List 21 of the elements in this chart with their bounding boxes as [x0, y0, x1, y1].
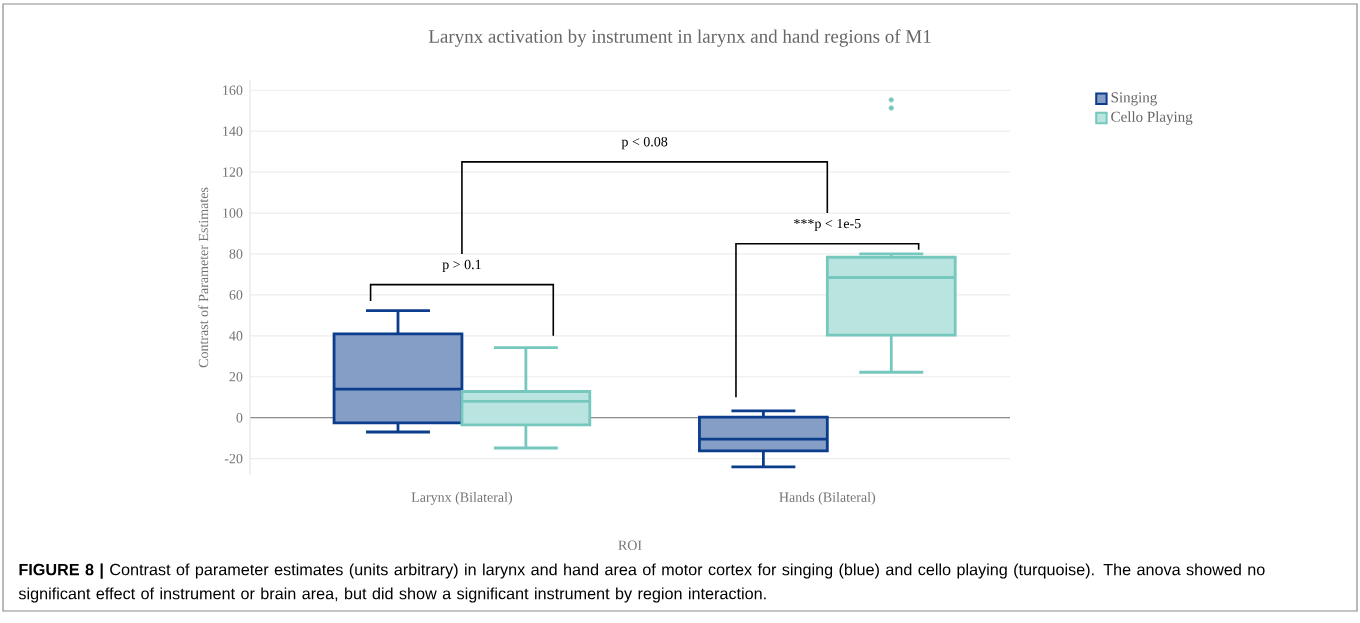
- y-tick-label: 80: [229, 249, 243, 259]
- text: FIGURE 8 | Contrast of parameter estimates (units arbitrary) in larynx and hand area of motor cortex for singing (blue) and cello playing (turquoise). The anova showed no significant effect of instrument or brain area, but did show a significant instrument by region interaction.: [18, 563, 1265, 603]
- y-tick-label: 20: [229, 372, 243, 382]
- x-axis-title: ROI: [618, 540, 642, 550]
- y-tick-label: 40: [229, 331, 243, 341]
- x-tick-label: Larynx (Bilateral): [411, 492, 513, 505]
- legend-label: Singing: [1111, 92, 1157, 106]
- y-tick-label: 140: [223, 126, 243, 136]
- x-tick-label: Hands (Bilateral): [779, 492, 876, 505]
- annotation: ***p < 1e-5: [794, 218, 861, 232]
- y-tick-label: 60: [229, 290, 243, 300]
- chart-title: Larynx activation by instrument in larynx and hand regions of M1: [428, 29, 931, 47]
- annotation: p > 0.1: [442, 259, 481, 273]
- legend-label: Cello Playing: [1111, 111, 1193, 125]
- y-tick-label: -20: [224, 453, 243, 464]
- y-tick-label: 120: [223, 167, 243, 177]
- annotation: p < 0.08: [621, 136, 668, 150]
- y-axis-title: Contrast of Parameter Estimates: [198, 187, 209, 368]
- y-tick-label: 0: [236, 412, 243, 423]
- y-tick-label: 100: [223, 208, 243, 218]
- y-tick-label: 160: [223, 85, 243, 95]
